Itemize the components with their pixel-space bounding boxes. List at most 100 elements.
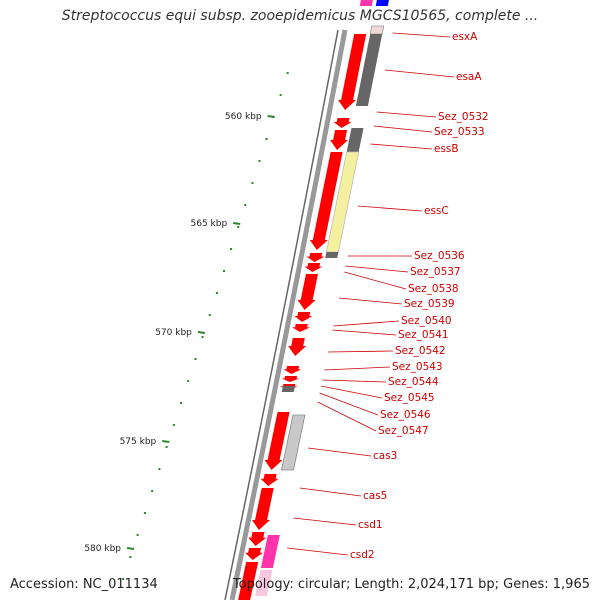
- leader-line: [344, 271, 407, 290]
- leader-line: [322, 379, 387, 383]
- gene-label[interactable]: Sez_0544: [388, 376, 439, 388]
- leader-line: [339, 297, 403, 305]
- gene-label[interactable]: Sez_0546: [380, 409, 431, 421]
- tick-dot: [136, 534, 139, 536]
- accession-text: Accession: NC_011134: [10, 577, 158, 592]
- gene-label[interactable]: Sez_0538: [408, 283, 459, 295]
- kbp-tick-label: 565 kbp: [191, 219, 228, 229]
- leader-line: [392, 32, 451, 38]
- gene-label[interactable]: Sez_0533: [434, 126, 485, 138]
- tick-dot: [201, 336, 204, 338]
- gene-feature[interactable]: [297, 274, 318, 310]
- leader-line: [317, 401, 377, 432]
- gene-feature[interactable]: [294, 312, 313, 322]
- kbp-tick-label: 575 kbp: [120, 437, 157, 447]
- gene-feature[interactable]: [260, 474, 279, 486]
- gene-label[interactable]: csd2: [350, 549, 375, 561]
- gene-feature[interactable]: [245, 548, 264, 560]
- gene-feature[interactable]: [355, 34, 383, 106]
- gene-feature[interactable]: [281, 376, 300, 382]
- kbp-tick: [197, 331, 206, 334]
- kbp-tick: [233, 222, 241, 225]
- leader-line: [308, 447, 372, 457]
- gene-label[interactable]: Sez_0542: [395, 345, 446, 357]
- leader-line: [293, 517, 357, 526]
- tick-dot: [180, 402, 183, 404]
- gene-feature[interactable]: [304, 263, 323, 272]
- tick-dot: [187, 380, 190, 382]
- kbp-tick-label: 570 kbp: [155, 328, 192, 338]
- label-leader-lines: [287, 32, 455, 556]
- tick-dot: [230, 248, 233, 250]
- gene-label[interactable]: Sez_0539: [404, 298, 455, 310]
- gene-feature[interactable]: [306, 253, 325, 262]
- gene-label[interactable]: essC: [424, 205, 449, 217]
- gene-feature[interactable]: [254, 570, 273, 596]
- gene-label[interactable]: esaA: [456, 71, 482, 83]
- gene-feature[interactable]: [288, 338, 307, 356]
- backbone-inner: [224, 29, 339, 600]
- tick-dot: [286, 72, 289, 74]
- gene-label[interactable]: essB: [434, 143, 459, 155]
- gene-label[interactable]: csd1: [358, 519, 383, 531]
- gene-feature[interactable]: [375, 0, 389, 6]
- gene-label[interactable]: esxA: [452, 31, 478, 43]
- leader-line: [385, 69, 455, 78]
- kbp-tick: [267, 115, 275, 118]
- map-title: Streptococcus equi subsp. zooepidemicus …: [61, 8, 539, 24]
- gene-feature[interactable]: [309, 152, 343, 250]
- tick-dot: [237, 226, 240, 228]
- leader-line: [345, 265, 409, 273]
- kbp-tick-labels: 560 kbp 565 kbp 570 kbp 575 kbp 580 kbp: [84, 112, 275, 554]
- gene-feature[interactable]: [264, 412, 290, 470]
- tick-dot: [158, 468, 161, 470]
- gene-label[interactable]: Sez_0537: [410, 266, 461, 278]
- gene-features[interactable]: [238, 0, 389, 600]
- tick-dot: [279, 94, 282, 96]
- tick-dot: [165, 446, 168, 448]
- gene-feature[interactable]: [292, 324, 311, 332]
- gene-feature[interactable]: [260, 535, 280, 568]
- gene-label[interactable]: Sez_0547: [378, 425, 429, 437]
- gene-feature[interactable]: [346, 128, 364, 152]
- leader-line: [299, 487, 362, 497]
- gene-label[interactable]: Sez_0545: [384, 392, 435, 404]
- gene-feature[interactable]: [333, 118, 352, 128]
- gene-feature[interactable]: [283, 366, 302, 374]
- leader-line: [357, 205, 423, 212]
- gene-label[interactable]: Sez_0540: [401, 315, 452, 327]
- tick-dot: [129, 556, 132, 558]
- tick-dot: [122, 578, 125, 580]
- leader-line: [373, 125, 433, 133]
- leader-line: [332, 329, 397, 336]
- gene-feature[interactable]: [248, 532, 267, 546]
- tick-dot: [151, 490, 154, 492]
- gene-feature[interactable]: [281, 386, 295, 392]
- gene-labels[interactable]: esxA esaA Sez_0532 Sez_0533 essB essC Sez_0536…: [350, 31, 489, 561]
- gene-label[interactable]: cas3: [373, 450, 397, 462]
- gene-label[interactable]: cas5: [363, 490, 387, 502]
- topology-text: Topology: circular; Length: 2,024,171 bp…: [232, 577, 590, 592]
- gene-feature[interactable]: [238, 562, 259, 600]
- kbp-tick: [126, 547, 135, 550]
- leader-line: [370, 143, 433, 150]
- gene-feature[interactable]: [252, 488, 274, 530]
- tick-dot: [143, 512, 146, 514]
- gene-feature[interactable]: [359, 0, 373, 6]
- gene-feature[interactable]: [325, 252, 339, 258]
- gene-label[interactable]: Sez_0536: [414, 250, 465, 262]
- kbp-tick-label: 580 kbp: [84, 544, 121, 554]
- gene-feature[interactable]: [338, 34, 367, 110]
- leader-line: [327, 350, 394, 353]
- gene-feature[interactable]: [330, 130, 349, 150]
- gene-label[interactable]: Sez_0543: [392, 361, 443, 373]
- tick-dot: [172, 424, 175, 426]
- gene-feature[interactable]: [369, 25, 385, 35]
- kbp-tick: [162, 440, 170, 443]
- tick-dot: [251, 182, 254, 184]
- gene-label[interactable]: Sez_0532: [438, 111, 489, 123]
- gene-feature[interactable]: [281, 414, 306, 471]
- leader-line: [324, 366, 391, 371]
- gene-label[interactable]: Sez_0541: [398, 329, 449, 341]
